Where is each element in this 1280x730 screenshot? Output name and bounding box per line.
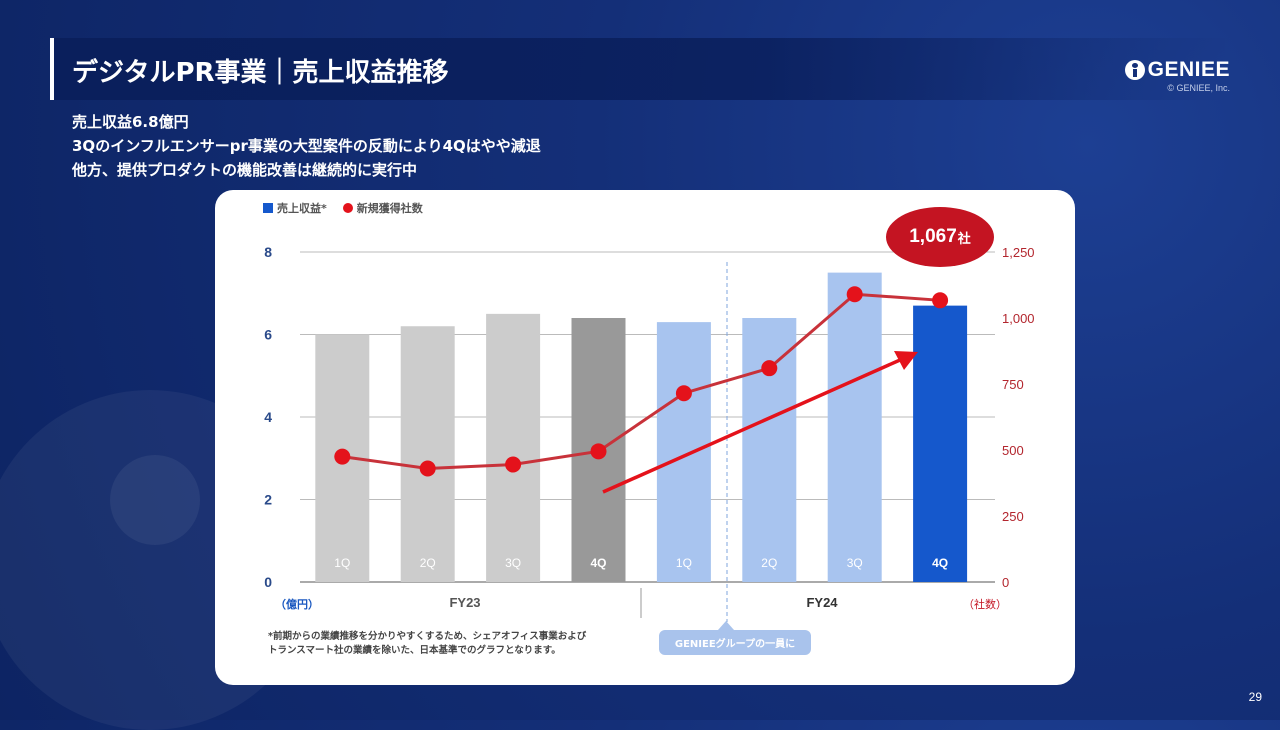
y-right-tick-5: 1,250: [1002, 245, 1035, 260]
new-clients-point-6: [761, 360, 777, 376]
legend-item-revenue: 売上収益*: [263, 200, 327, 216]
bar-2: [401, 326, 455, 582]
bar-label-5: 1Q: [676, 556, 692, 570]
new-clients-point-7: [847, 286, 863, 302]
new-clients-point-8: [932, 292, 948, 308]
footnote-line-2: トランスマート社の業績を除いた、日本基準でのグラフとなります。: [268, 644, 586, 658]
bar-label-2: 2Q: [420, 556, 436, 570]
bar-3: [486, 314, 540, 582]
y-left-tick-4: 4: [264, 409, 272, 425]
footnote: *前期からの業績推移を分かりやすくするため、シェアオフィス事業および トランスマ…: [268, 630, 586, 658]
new-clients-point-2: [420, 460, 436, 476]
footnote-line-1: *前期からの業績推移を分かりやすくするため、シェアオフィス事業および: [268, 630, 586, 644]
bar-6: [742, 318, 796, 582]
y-right-tick-3: 750: [1002, 377, 1024, 392]
new-clients-point-3: [505, 457, 521, 473]
legend-label-revenue: 売上収益*: [277, 200, 327, 216]
bar-7: [828, 273, 882, 582]
legend-dot-icon: [343, 203, 353, 213]
y-left-tick-2: 2: [264, 492, 272, 508]
bar-8: [913, 306, 967, 582]
revenue-chart: 0 2 4 6 8 0 250 500 750 1,000 1,250 （億円） （社数） 1Q 2Q 3Q 4…: [0, 0, 1280, 720]
bar-label-8: 4Q: [932, 556, 948, 570]
y-right-tick-0: 0: [1002, 575, 1009, 590]
bar-label-7: 3Q: [847, 556, 863, 570]
bar-label-4: 4Q: [590, 556, 606, 570]
chart-legend: 売上収益* 新規獲得社数: [263, 200, 423, 216]
new-clients-point-5: [676, 385, 692, 401]
geniee-group-callout: GENIEEグループの一員に: [659, 630, 811, 655]
legend-item-new-clients: 新規獲得社数: [343, 200, 423, 216]
y-right-unit-label: （社数）: [963, 597, 1007, 611]
legend-label-new-clients: 新規獲得社数: [357, 200, 423, 216]
page-number: 29: [1249, 690, 1262, 704]
fy23-label: FY23: [449, 595, 480, 610]
bar-5: [657, 322, 711, 582]
fy24-label: FY24: [806, 595, 838, 610]
y-right-tick-2: 500: [1002, 443, 1024, 458]
new-clients-point-1: [334, 449, 350, 465]
y-left-tick-6: 6: [264, 327, 272, 343]
badge-value: 1,067: [909, 226, 957, 248]
y-right-tick-1: 250: [1002, 509, 1024, 524]
latest-count-badge: 1,067 社: [886, 207, 994, 267]
y-right-tick-4: 1,000: [1002, 311, 1035, 326]
bar-label-6: 2Q: [761, 556, 777, 570]
badge-unit: 社: [958, 228, 971, 247]
bar-label-1: 1Q: [334, 556, 350, 570]
y-left-tick-8: 8: [264, 244, 272, 260]
new-clients-point-4: [591, 443, 607, 459]
bar-label-3: 3Q: [505, 556, 521, 570]
legend-square-icon: [263, 203, 273, 213]
y-left-unit-label: （億円）: [275, 597, 319, 611]
y-left-tick-0: 0: [264, 574, 272, 590]
